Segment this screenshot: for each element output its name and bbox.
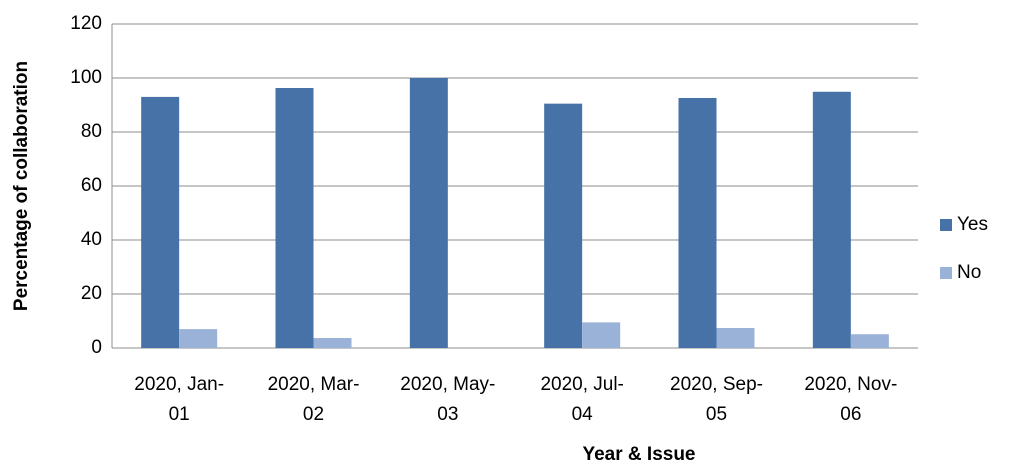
x-tick-label: 2020, May-03 [400,374,495,425]
bar [678,97,717,348]
bar [275,87,314,349]
x-tick-label: 2020, Jan-01 [134,374,224,425]
x-tick-label: 2020, Mar-02 [268,374,360,425]
legend-label: Yes [957,214,988,235]
bar [544,103,583,349]
legend-label: No [957,262,981,283]
bar [313,338,352,348]
bar [179,329,218,348]
bar [582,322,621,348]
bar [850,334,889,348]
y-tick-label: 60 [81,175,102,196]
y-tick-label: 40 [81,229,102,250]
bar [812,91,851,349]
bar [141,96,180,349]
bar [716,328,755,348]
legend-swatch [940,219,952,231]
y-tick-label: 120 [70,13,102,34]
y-tick-label: 80 [81,121,102,142]
y-axis-title: Percentage of collaboration [11,61,32,311]
x-tick-label: 2020, Jul-04 [540,374,623,425]
bar [409,78,448,348]
x-tick-label: 2020, Sep-05 [670,374,763,425]
x-axis-title: Year & Issue [582,444,695,465]
y-tick-label: 20 [81,283,102,304]
y-tick-label: 0 [91,337,102,358]
x-tick-label: 2020, Nov-06 [804,374,897,425]
legend-swatch [940,267,952,279]
y-tick-label: 100 [70,67,102,88]
